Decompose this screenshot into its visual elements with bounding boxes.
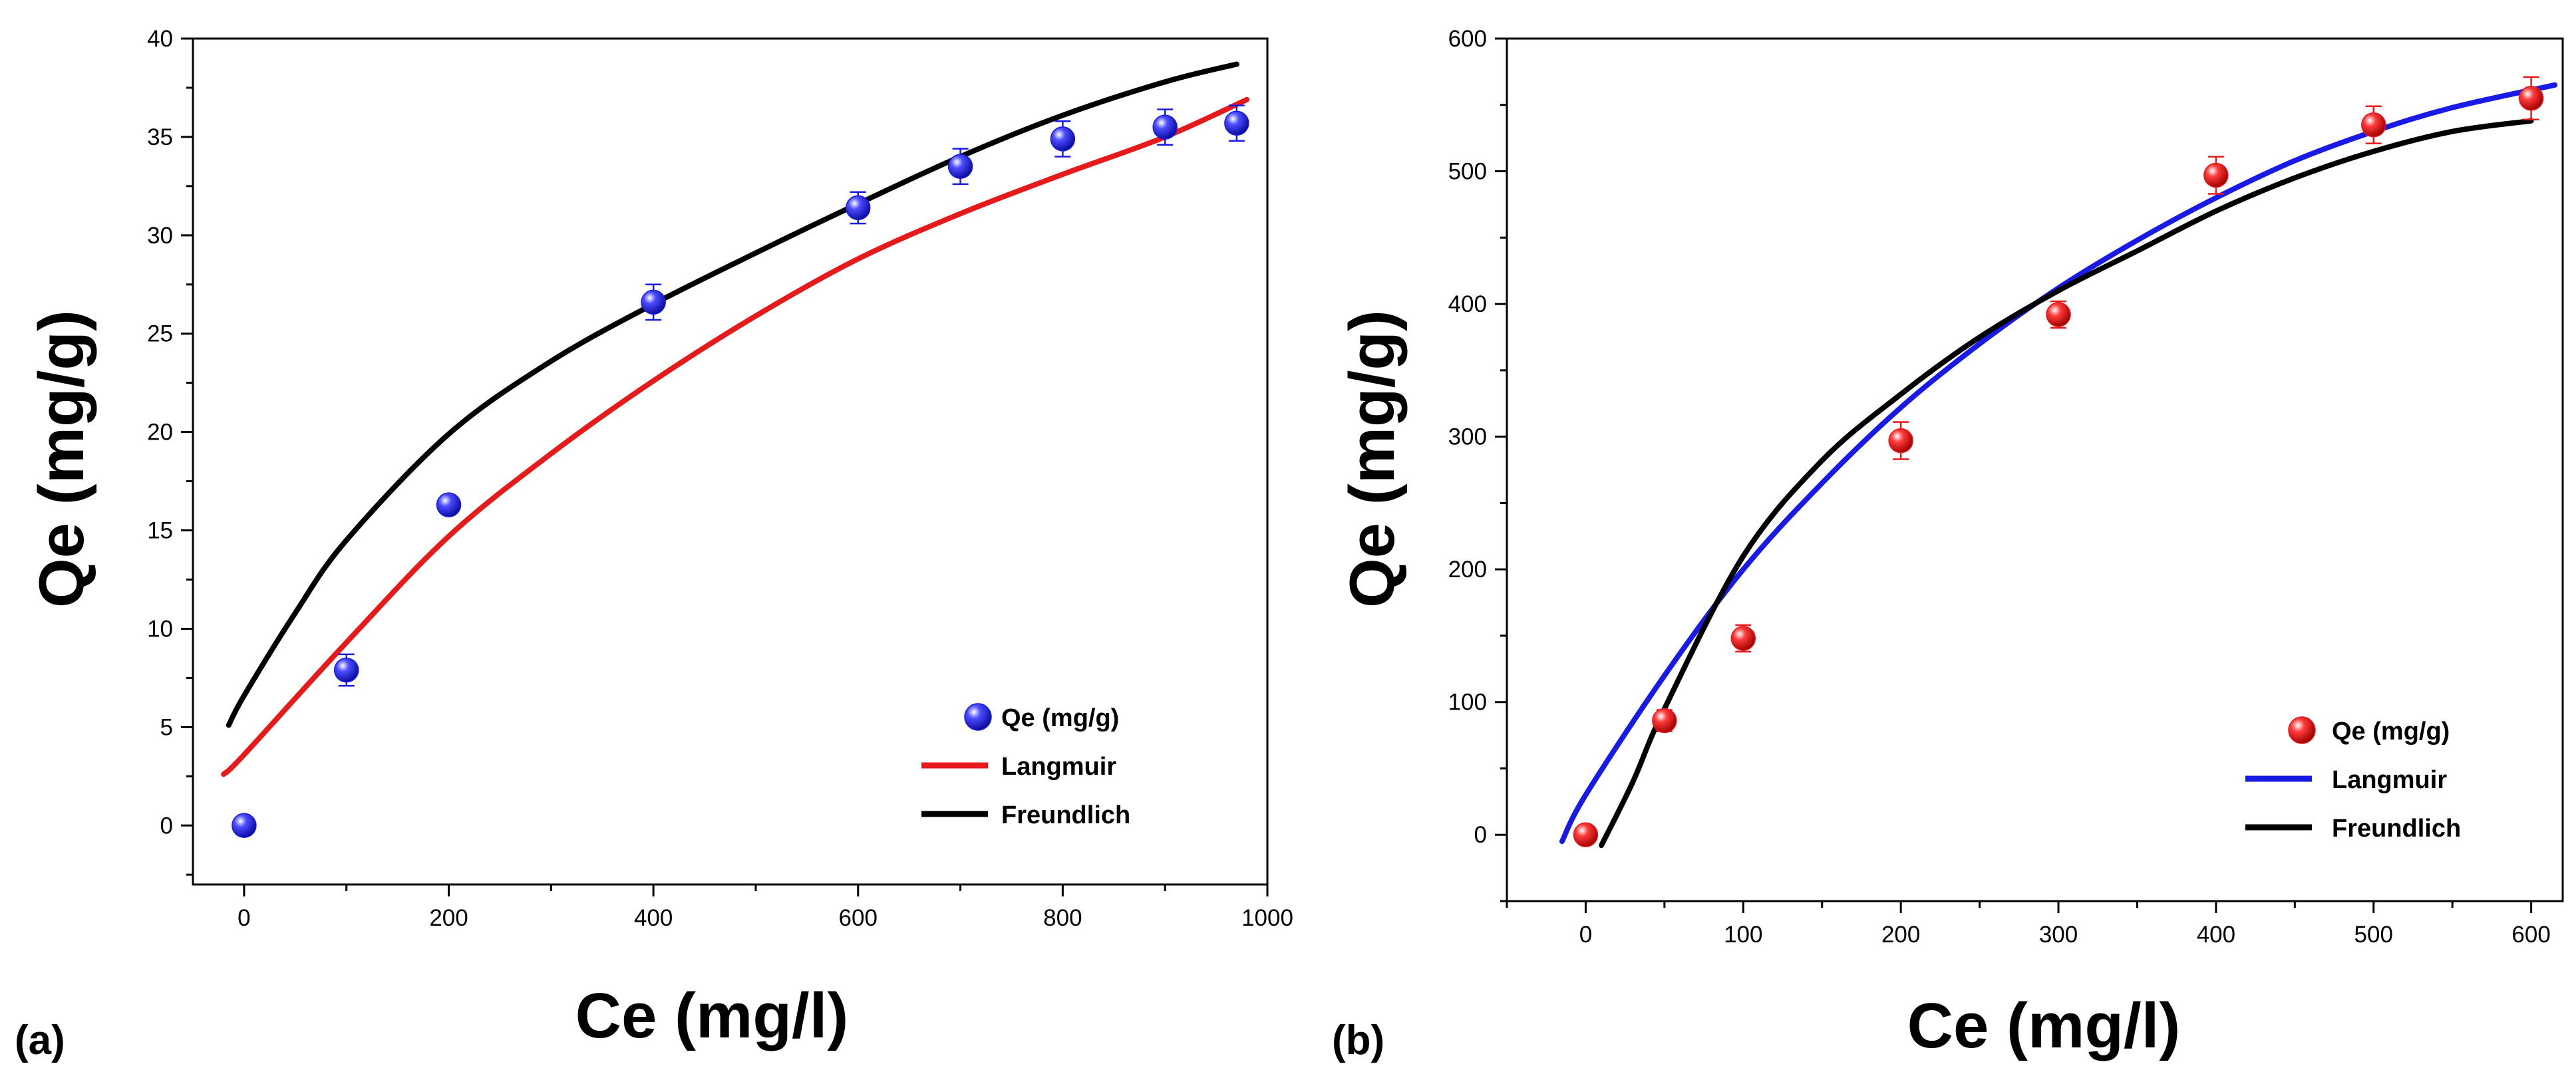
y-tick-label: 100 — [1448, 690, 1487, 716]
data-point — [333, 657, 359, 683]
x-tick-label: 600 — [839, 905, 878, 931]
data-point — [232, 813, 257, 839]
plot-frame — [1506, 37, 2564, 902]
data-point — [1888, 428, 1913, 454]
data-point — [1050, 126, 1076, 152]
x-tick-label: 500 — [2354, 922, 2393, 948]
y-axis-title: Qe (mg/g) — [26, 310, 97, 608]
x-tick-label: 200 — [429, 905, 468, 931]
series-line-langmuir — [221, 96, 1250, 777]
data-point — [2518, 86, 2544, 111]
y-tick-label: 20 — [147, 420, 173, 446]
panel-label: (b) — [1332, 1017, 1384, 1063]
data-point — [641, 289, 666, 315]
x-tick-label: 200 — [1881, 922, 1920, 948]
legend-label: Langmuir — [1001, 753, 1116, 781]
y-tick-label: 300 — [1448, 424, 1487, 450]
y-tick-label: 0 — [160, 813, 173, 839]
series-line-langmuir — [1559, 82, 2558, 845]
plot-frame — [192, 37, 1269, 886]
y-tick-label: 500 — [1448, 159, 1487, 185]
y-tick-label: 35 — [147, 124, 173, 150]
legend-label: Langmuir — [2332, 766, 2447, 794]
y-tick-label: 400 — [1448, 291, 1487, 317]
data-point — [1152, 114, 1178, 140]
y-tick-label: 15 — [147, 518, 173, 544]
legend-label: Freundlich — [2332, 815, 2461, 843]
y-tick-label: 200 — [1448, 557, 1487, 583]
data-point — [1730, 626, 1756, 651]
y-tick-label: 5 — [160, 714, 173, 740]
legend: Qe (mg/g) Langmuir Freundlich — [2245, 716, 2461, 843]
y-tick-label: 10 — [147, 616, 173, 642]
x-tick-label: 1000 — [1241, 905, 1293, 931]
data-point — [2203, 162, 2229, 188]
x-tick-label: 800 — [1043, 905, 1082, 931]
data-point — [1224, 110, 1249, 136]
x-tick-label: 100 — [1724, 922, 1762, 948]
x-tick-label: 300 — [2039, 922, 2078, 948]
x-tick-label: 0 — [238, 905, 250, 931]
legend-label: Qe (mg/g) — [1001, 704, 1119, 732]
panel-label: (a) — [15, 1017, 65, 1063]
y-axis-title: Qe (mg/g) — [1337, 310, 1408, 608]
x-tick-label: 600 — [2511, 922, 2550, 948]
y-tick-label: 40 — [147, 26, 173, 52]
y-tick-label: 600 — [1448, 26, 1487, 52]
data-point — [2046, 302, 2071, 327]
legend-marker — [964, 703, 992, 731]
legend-label: Freundlich — [1001, 801, 1130, 829]
series-line-freundlich — [1599, 118, 2534, 849]
legend-marker — [2288, 716, 2316, 744]
data-point — [436, 492, 462, 517]
legend: Qe (mg/g) Langmuir Freundlich — [921, 703, 1130, 829]
y-tick-label: 25 — [147, 321, 173, 347]
y-tick-label: 30 — [147, 223, 173, 249]
data-point — [947, 154, 973, 180]
x-tick-label: 0 — [1579, 922, 1592, 948]
x-axis-title: Ce (mg/l) — [1907, 990, 2181, 1061]
y-tick-label: 0 — [1474, 822, 1487, 848]
x-axis-title: Ce (mg/l) — [575, 980, 849, 1051]
data-point — [2361, 112, 2386, 138]
x-tick-label: 400 — [634, 905, 673, 931]
data-point — [1573, 822, 1599, 847]
data-point — [1652, 708, 1677, 734]
data-point — [846, 195, 871, 221]
chart-panel-b: 0 100 200 300 400 500 600 0 100 200 300 400 500 600 Ce… — [1332, 26, 2564, 1063]
chart-panel-a: 0 200 400 600 800 1000 0 5 10 15 20 25 30 35 40 Ce (mg/… — [15, 26, 1293, 1063]
legend-label: Qe (mg/g) — [2332, 718, 2450, 745]
x-tick-label: 400 — [2197, 922, 2235, 948]
